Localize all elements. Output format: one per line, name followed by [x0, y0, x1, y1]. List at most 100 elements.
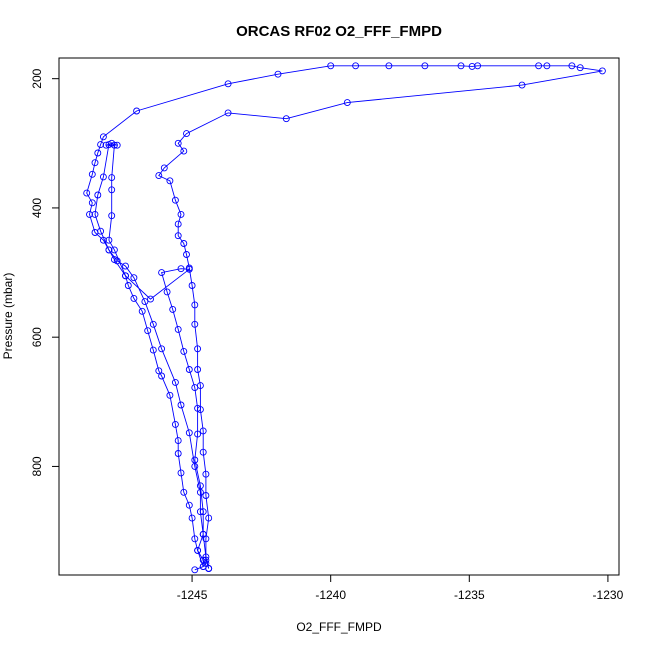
data-point	[130, 294, 138, 302]
data-point	[177, 401, 185, 409]
data-point	[174, 220, 182, 228]
data-point	[191, 301, 199, 309]
data-point	[174, 450, 182, 457]
series-2-line	[94, 142, 210, 569]
data-point	[194, 345, 202, 353]
data-point	[191, 456, 199, 464]
x-tick-label: -1240	[315, 588, 346, 602]
data-point	[457, 62, 465, 70]
data-point	[169, 305, 177, 313]
data-point	[224, 109, 232, 117]
data-point	[568, 62, 576, 70]
data-point	[191, 566, 199, 574]
data-point	[188, 514, 196, 522]
data-point	[352, 62, 360, 70]
data-point	[177, 469, 185, 477]
data-point	[543, 62, 551, 70]
data-point	[102, 141, 110, 149]
data-point	[474, 62, 482, 70]
data-point	[199, 563, 207, 571]
data-point	[180, 240, 188, 247]
data-point	[196, 488, 204, 496]
data-point	[343, 99, 351, 107]
data-point	[174, 325, 182, 333]
y-axis-label: Pressure (mbar)	[1, 273, 15, 360]
data-point	[91, 210, 99, 218]
data-point	[124, 282, 132, 289]
data-point	[83, 189, 91, 197]
data-point	[149, 320, 157, 328]
data-point	[421, 62, 429, 70]
y-tick-label: 600	[30, 327, 44, 347]
data-point	[185, 429, 193, 437]
data-point	[105, 246, 113, 254]
data-point	[94, 191, 102, 199]
data-point	[199, 448, 207, 456]
data-point	[141, 298, 149, 306]
data-point	[158, 372, 166, 380]
data-point	[97, 141, 105, 149]
data-point	[105, 236, 113, 244]
x-axis: -1245 -1240 -1235 -1230	[177, 574, 624, 602]
data-point	[122, 262, 129, 270]
data-point	[171, 196, 179, 204]
data-point	[576, 64, 584, 72]
data-point	[202, 470, 210, 478]
data-point	[86, 210, 93, 218]
data-point	[144, 327, 152, 335]
data-point	[199, 530, 207, 538]
data-point	[327, 62, 335, 70]
data-point	[108, 174, 116, 182]
data-point	[199, 427, 207, 435]
data-point	[99, 173, 107, 181]
data-point	[155, 172, 163, 180]
data-point	[274, 70, 282, 78]
data-point	[88, 199, 96, 207]
data-point	[180, 147, 188, 155]
data-point	[183, 251, 190, 258]
x-tick-label: -1235	[454, 588, 485, 602]
data-point	[160, 164, 168, 172]
data-point	[130, 274, 138, 282]
data-point	[205, 514, 213, 522]
data-point	[163, 288, 171, 296]
data-point	[147, 295, 154, 303]
data-point	[133, 107, 141, 115]
data-point	[199, 508, 207, 516]
data-point	[224, 80, 232, 88]
data-point	[177, 265, 185, 273]
data-point	[122, 272, 129, 280]
data-point	[196, 482, 204, 490]
data-point	[94, 149, 102, 157]
chart-title: ORCAS RF02 O2_FFF_FMPD	[236, 23, 442, 40]
data-point	[113, 257, 121, 265]
data-point	[202, 492, 210, 499]
y-tick-label: 800	[30, 456, 44, 476]
data-series-layer	[83, 62, 606, 574]
data-point	[180, 347, 188, 355]
data-point	[598, 67, 606, 75]
data-point	[194, 366, 202, 373]
data-point	[99, 133, 107, 141]
y-tick-label: 400	[30, 198, 44, 218]
data-point	[166, 391, 174, 399]
data-point	[185, 366, 193, 373]
data-point	[158, 345, 166, 353]
data-point	[171, 378, 179, 386]
y-axis: 200 400 600 800	[30, 68, 60, 476]
data-point	[110, 246, 118, 254]
data-point	[110, 141, 118, 149]
series-1-line	[86, 65, 603, 571]
data-point	[196, 508, 204, 516]
data-point	[174, 437, 182, 445]
data-point	[88, 170, 96, 178]
x-tick-label: -1230	[593, 588, 624, 602]
data-point	[185, 501, 193, 509]
data-point	[174, 232, 182, 240]
data-point	[108, 186, 116, 194]
data-point	[194, 404, 202, 412]
data-point	[171, 420, 179, 428]
data-point	[155, 367, 163, 375]
x-tick-label: -1245	[177, 588, 208, 602]
data-point	[535, 62, 543, 70]
